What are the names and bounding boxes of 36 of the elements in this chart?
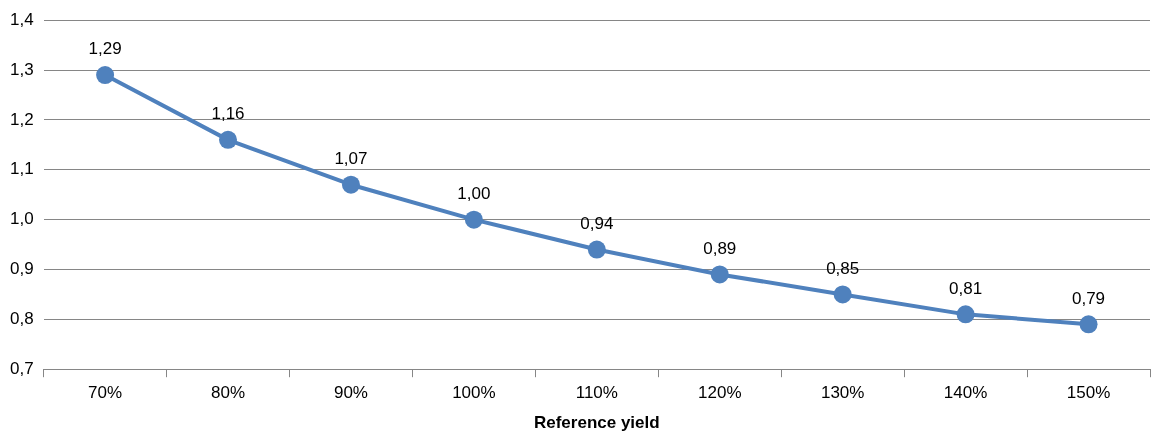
- text: 0,89: [703, 238, 737, 258]
- point: [587, 240, 606, 259]
- point: [956, 305, 975, 324]
- y-tick-label: 1,4: [9, 9, 34, 29]
- y-tick-label: 0,8: [9, 309, 34, 329]
- x-tick-label: 100%: [452, 383, 496, 403]
- x-tick-label: 70%: [88, 383, 123, 403]
- point: [710, 265, 729, 284]
- text: 1,00: [457, 183, 491, 203]
- point: [219, 130, 238, 149]
- y-tick-label: 1,2: [9, 109, 34, 129]
- text: 0,94: [580, 213, 614, 233]
- x-tick-label: 150%: [1066, 383, 1111, 403]
- x-tick-label: 140%: [943, 383, 988, 403]
- y-tick-label: 0,7: [9, 358, 34, 378]
- text: 1,07: [334, 148, 368, 168]
- text: 1,29: [88, 39, 122, 59]
- text: 0,85: [826, 258, 860, 278]
- y-tick-label: 0,9: [9, 259, 34, 279]
- text: 1,16: [211, 104, 245, 124]
- x-tick-label: 130%: [820, 383, 865, 403]
- y-tick-label: 1,0: [9, 209, 34, 229]
- x-axis-title: Reference yield: [533, 413, 660, 433]
- x-tick-label: 90%: [333, 383, 368, 403]
- x-tick-label: 120%: [698, 383, 742, 403]
- y-tick-label: 1,1: [9, 159, 34, 179]
- text: 0,79: [1071, 288, 1106, 308]
- x-tick-label: 110%: [575, 383, 618, 403]
- x-tick-label: 80%: [211, 383, 246, 403]
- point: [341, 175, 360, 194]
- point: [96, 66, 115, 85]
- y-tick-label: 1,3: [9, 59, 34, 79]
- point: [1079, 315, 1098, 334]
- point: [464, 210, 483, 229]
- point: [833, 285, 852, 304]
- text: 0,81: [949, 278, 983, 298]
